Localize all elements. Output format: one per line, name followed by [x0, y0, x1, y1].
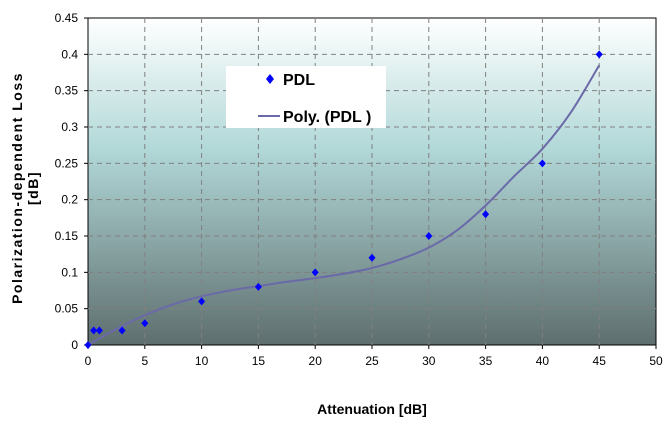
y-tick-label: 0 — [71, 338, 78, 352]
y-tick-label: 0.45 — [55, 11, 79, 25]
y-axis-title-line1: Polarization-dependent Loss — [9, 72, 25, 304]
x-tick-label: 45 — [593, 354, 607, 368]
y-tick-label: 0.1 — [61, 265, 78, 279]
y-tick-label: 0.35 — [55, 84, 79, 98]
legend: PDL Poly. (PDL ) — [226, 66, 386, 128]
y-axis-ticks: 0 0.05 0.1 0.15 0.2 0.25 0.3 0.35 0.4 0.45 — [55, 11, 88, 352]
y-axis-title-line2: [dB] — [25, 171, 41, 205]
x-tick-label: 25 — [365, 354, 379, 368]
x-tick-label: 50 — [649, 354, 663, 368]
x-tick-label: 10 — [195, 354, 209, 368]
x-axis-ticks: 0 5 10 15 20 25 30 35 40 45 50 — [85, 345, 663, 368]
y-tick-label: 0.3 — [61, 120, 78, 134]
y-tick-label: 0.15 — [55, 229, 79, 243]
x-tick-label: 5 — [141, 354, 148, 368]
y-tick-label: 0.2 — [61, 193, 78, 207]
y-tick-label: 0.25 — [55, 156, 79, 170]
x-tick-label: 35 — [479, 354, 493, 368]
legend-label-pdl: PDL — [283, 72, 315, 89]
x-axis-title: Attenuation [dB] — [317, 401, 427, 417]
x-tick-label: 20 — [309, 354, 323, 368]
x-tick-label: 30 — [422, 354, 436, 368]
x-tick-label: 15 — [252, 354, 266, 368]
x-tick-label: 40 — [536, 354, 550, 368]
x-tick-label: 0 — [85, 354, 92, 368]
y-tick-label: 0.05 — [55, 302, 79, 316]
legend-label-poly: Poly. (PDL ) — [283, 109, 371, 126]
y-tick-label: 0.4 — [61, 47, 78, 61]
